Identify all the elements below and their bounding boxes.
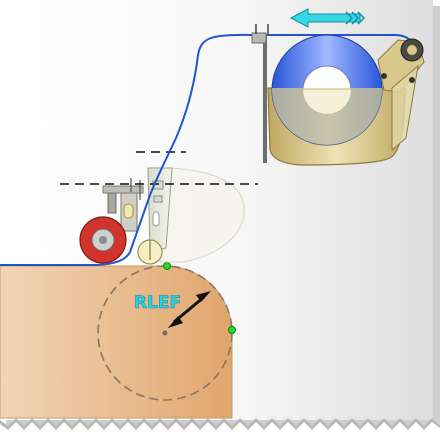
torn-edge-cover xyxy=(0,422,440,436)
wire-coil-icon xyxy=(271,34,383,146)
feed-direction-arrow-icon xyxy=(289,8,366,28)
pressure-roller-icon xyxy=(79,216,127,264)
radius-label: RLEF xyxy=(134,293,181,313)
head-ghost xyxy=(159,167,245,263)
workpiece-profile xyxy=(0,265,233,419)
guide-roller xyxy=(137,239,163,265)
head-bracket xyxy=(102,178,144,232)
wire-clamp xyxy=(251,24,269,44)
radius-center xyxy=(162,330,168,336)
tensioner-arm xyxy=(377,38,425,152)
wire-path xyxy=(0,33,417,266)
guide-fitting-lower xyxy=(153,195,163,203)
head-slot xyxy=(152,211,160,227)
radius-arrow-icon xyxy=(168,291,211,328)
guide-fitting-upper xyxy=(152,180,164,190)
tangent-marker-top xyxy=(163,262,171,270)
tangent-marker-side xyxy=(228,326,236,334)
support-post xyxy=(263,35,267,163)
